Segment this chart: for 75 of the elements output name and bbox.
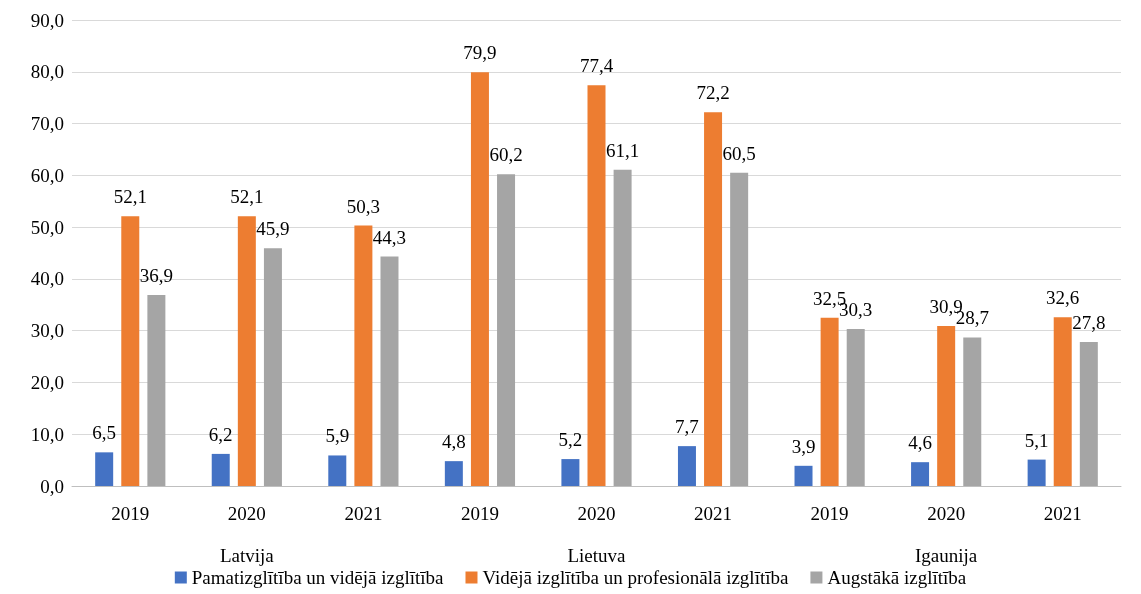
bar	[820, 317, 839, 486]
x-tick-label: 2020	[577, 503, 616, 524]
bar	[963, 337, 982, 486]
bar	[613, 169, 632, 486]
bar	[1053, 317, 1072, 486]
y-tick-label: 90,0	[30, 9, 64, 31]
data-label: 4,6	[908, 432, 932, 454]
data-label: 72,2	[696, 82, 730, 104]
data-label: 60,2	[489, 144, 523, 166]
x-tick-label: 2019	[460, 503, 499, 524]
bar	[1027, 459, 1046, 486]
data-label: 32,6	[1046, 287, 1080, 309]
text: Latvija	[219, 545, 275, 566]
bar	[497, 174, 516, 486]
data-label: 52,1	[113, 186, 147, 208]
bar	[911, 462, 930, 486]
bar	[587, 85, 606, 486]
x-tick-label: 2019	[111, 503, 150, 524]
bar	[237, 216, 256, 486]
bar	[263, 248, 282, 486]
data-label: 77,4	[579, 55, 614, 77]
y-tick-label: 40,0	[30, 268, 64, 290]
data-label: 5,1	[1024, 429, 1049, 451]
bar	[380, 256, 399, 486]
legend-label: Augstākā izglītība	[827, 567, 967, 588]
y-tick-label: 80,0	[30, 61, 64, 83]
data-label: 4,8	[441, 431, 466, 453]
bar	[794, 465, 813, 486]
x-tick-label: 2020	[227, 503, 266, 524]
data-label: 50,3	[346, 195, 381, 217]
y-tick-label: 0,0	[40, 475, 64, 497]
text: Igaunija	[915, 545, 978, 566]
data-label: 3,9	[791, 435, 816, 457]
y-tick-label: 60,0	[30, 164, 64, 186]
bar	[211, 453, 230, 486]
legend-label: Vidējā izglītība un profesionālā izglītība	[482, 567, 789, 588]
data-label: 60,5	[722, 142, 756, 164]
data-label: 44,3	[372, 226, 407, 248]
data-label: 61,1	[605, 139, 640, 161]
y-tick-label: 10,0	[30, 423, 64, 445]
data-label: 36,9	[139, 264, 173, 286]
data-label: 5,2	[558, 429, 583, 451]
y-tick-label: 30,0	[30, 320, 64, 342]
bar	[937, 326, 956, 486]
data-label: 5,9	[325, 425, 350, 447]
bar	[730, 172, 749, 486]
bar	[328, 455, 347, 486]
y-tick-label: 70,0	[30, 113, 64, 135]
legend-label: Pamatizglītība un vidējā izglītība	[191, 567, 445, 588]
bar	[846, 329, 865, 486]
bar	[147, 294, 166, 486]
data-label: 52,1	[230, 186, 264, 208]
x-tick-label: 2020	[927, 503, 966, 524]
x-tick-label: 2021	[694, 503, 733, 524]
bar	[95, 452, 114, 486]
x-tick-label: 2019	[810, 503, 849, 524]
bar	[354, 225, 373, 486]
bar	[1079, 342, 1098, 486]
data-label: 7,7	[675, 416, 699, 438]
data-label: 79,9	[463, 42, 497, 64]
text: Lietuva	[567, 545, 627, 566]
bar	[121, 216, 140, 486]
bar	[704, 112, 723, 486]
data-label: 6,2	[208, 423, 233, 445]
bar	[561, 459, 580, 486]
data-label: 6,5	[92, 422, 117, 444]
x-tick-label: 2021	[344, 503, 383, 524]
x-tick-label: 2021	[1043, 503, 1082, 524]
y-tick-label: 50,0	[30, 216, 64, 238]
bar	[444, 461, 463, 486]
data-label: 45,9	[256, 218, 290, 240]
data-label: 27,8	[1072, 312, 1106, 334]
bar	[470, 72, 489, 486]
y-tick-label: 20,0	[30, 371, 64, 393]
bar	[677, 446, 696, 486]
